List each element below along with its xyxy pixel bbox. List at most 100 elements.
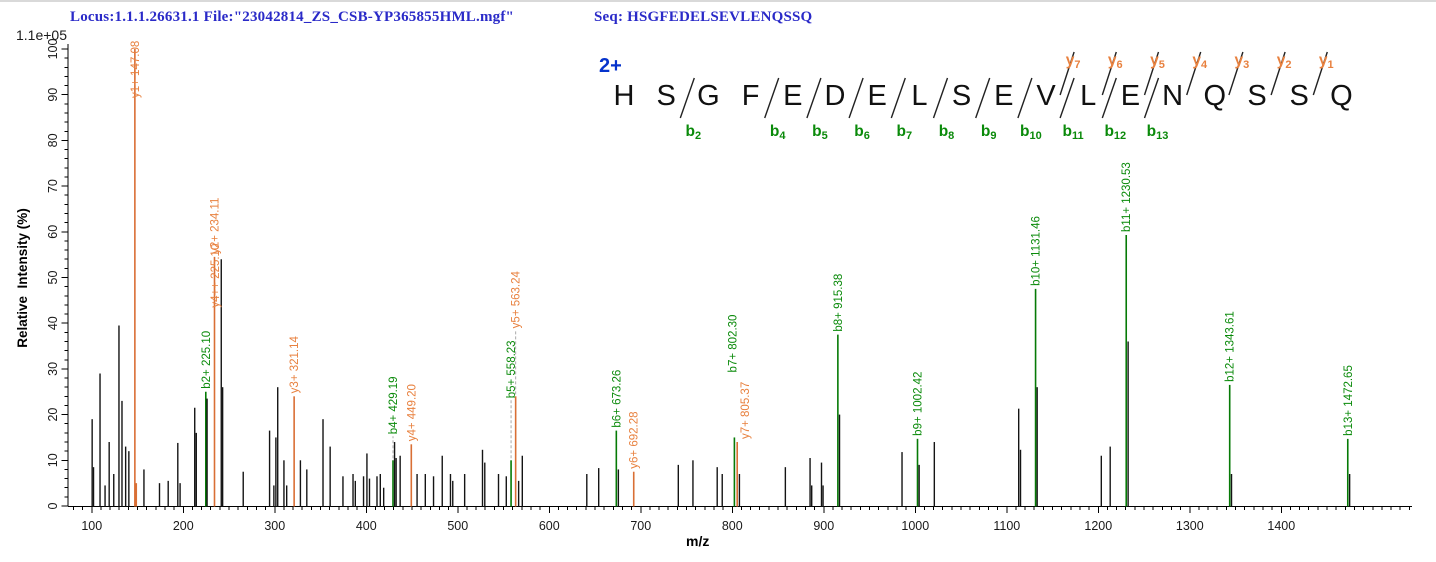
- x-tick-label: 800: [722, 519, 743, 533]
- y-cleavage-slash: [1186, 51, 1202, 96]
- peak-label: b10+ 1131.46: [1031, 216, 1043, 286]
- x-tick-label: 600: [539, 519, 560, 533]
- y-ion-label: y2: [1277, 52, 1292, 71]
- x-axis-title: m/z: [686, 533, 709, 549]
- peaks: [91, 49, 1351, 507]
- residue-letter: E: [868, 80, 887, 112]
- b-ion-label: b5: [812, 123, 828, 142]
- y-cleavage-slash: [1312, 51, 1328, 96]
- residue-letter: L: [1080, 80, 1096, 112]
- y-tick-label: 100: [46, 39, 60, 60]
- b-ion-label: b11: [1063, 123, 1084, 142]
- b-ion-label: b10: [1020, 123, 1042, 142]
- y-tick-label: 50: [46, 271, 60, 285]
- peak-label: y6+ 692.28: [629, 411, 641, 468]
- b-ion-label: b12: [1104, 123, 1126, 142]
- y-ion-label: y1: [1319, 52, 1334, 71]
- peptide-sequence-panel: H S G F E D E L S E V L E N Q S S Qb2 b4 b5 b6 b7 b8 b9 b10 b11 b1…: [614, 51, 1353, 142]
- y-ion-label: y4: [1192, 52, 1208, 71]
- peak-label: y4+ 449.20: [406, 384, 418, 441]
- peak-label: y7+ 805.37: [740, 382, 752, 439]
- y-tick-label: 10: [46, 453, 60, 467]
- residue-letter: S: [952, 80, 971, 112]
- x-tick-label: 1100: [993, 519, 1020, 533]
- b-cleavage-slash: [890, 77, 906, 119]
- residue-letter: E: [1121, 80, 1140, 112]
- b-cleavage-slash: [764, 77, 780, 119]
- b-cleavage-slash: [1017, 77, 1033, 119]
- peak-label: b4+ 429.19: [388, 376, 400, 434]
- residue-letter: E: [994, 80, 1013, 112]
- peak-label: b5+ 558.23: [506, 340, 518, 398]
- peak-label: y1+ 147.08: [130, 41, 142, 98]
- b-cleavage-slash: [1059, 77, 1075, 119]
- peak-label: b13+ 1472.65: [1343, 365, 1355, 436]
- y-cleavage-slash: [1101, 51, 1117, 96]
- x-tick-label: 1000: [901, 519, 929, 533]
- y-tick-label: 80: [46, 133, 60, 147]
- x-tick-label: 400: [356, 519, 377, 533]
- locus-file-text: Locus:1.1.1.26631.1 File:"23042814_ZS_CS…: [70, 9, 515, 25]
- x-tick-label: 700: [630, 519, 651, 533]
- residue-letter: S: [1247, 80, 1266, 112]
- y-cleavage-slash: [1270, 51, 1286, 96]
- y-tick-label: 20: [46, 408, 60, 422]
- residue-letter: F: [742, 80, 760, 112]
- sequence-header-text: Seq: HSGFEDELSEVLENQSSQ: [594, 9, 812, 26]
- residue-letter: E: [783, 80, 802, 112]
- y-tick-label: 0: [46, 502, 60, 509]
- y-tick-label: 60: [46, 225, 60, 239]
- x-tick-label: 1300: [1176, 519, 1204, 533]
- y-ion-label: y7: [1066, 52, 1081, 71]
- b-ion-label: b13: [1147, 123, 1169, 142]
- axes: 100 200 300 400 500 600 700 800 900 1000 1100 1200 1…: [46, 39, 1412, 533]
- b-ion-label: b8: [939, 123, 955, 142]
- b-cleavage-slash: [975, 77, 991, 119]
- residue-letter: S: [1290, 80, 1309, 112]
- residue-letter: S: [657, 80, 676, 112]
- b-cleavage-slash: [1101, 77, 1117, 119]
- seq-label: Seq:: [594, 9, 624, 25]
- residue-letter: N: [1162, 80, 1183, 112]
- peak-label: b8+ 915.38: [833, 274, 845, 332]
- x-tick-label: 200: [173, 519, 194, 533]
- b-cleavage-slash: [1143, 77, 1160, 119]
- x-tick-label: 300: [264, 519, 285, 533]
- peak-label: b12+ 1343.61: [1225, 311, 1237, 382]
- b-ion-label: b6: [854, 123, 870, 142]
- y-cleavage-slash: [1059, 51, 1075, 96]
- peak-label: y5+ 563.24: [511, 270, 523, 328]
- x-tick-label: 1400: [1267, 519, 1295, 533]
- y-axis-title: Relative Intensity (%): [15, 208, 30, 348]
- b-ion-label: b7: [897, 123, 913, 142]
- b-ion-label: b9: [981, 123, 997, 142]
- b-cleavage-slash: [679, 77, 695, 119]
- x-tick-label: 100: [81, 519, 102, 533]
- b-ion-label: b2: [686, 123, 702, 142]
- y-ion-label: y3: [1235, 52, 1250, 71]
- x-tick-label: 900: [813, 519, 834, 533]
- b-cleavage-slash: [848, 77, 864, 119]
- y-ion-label: y6: [1108, 52, 1123, 71]
- residue-letter: H: [614, 80, 635, 112]
- seq-value: HSGFEDELSEVLENQSSQ: [627, 9, 813, 25]
- residue-letter: Q: [1204, 80, 1227, 112]
- peak-label: b6+ 673.26: [611, 370, 623, 428]
- x-tick-label: 1200: [1084, 519, 1112, 533]
- y-tick-label: 30: [46, 362, 60, 376]
- peak-label: b9+ 1002.42: [913, 372, 925, 436]
- b-cleavage-slash: [806, 77, 822, 119]
- y-cleavage-slash: [1143, 51, 1160, 96]
- x-tick-label: 500: [447, 519, 468, 533]
- peak-label: b2+ 225.10: [201, 331, 213, 389]
- peak-label: y2+ 234.11: [210, 198, 222, 254]
- intensity-scale-label: 1.1e+05: [16, 27, 67, 43]
- y-tick-label: 90: [46, 88, 60, 102]
- peak-label: y3+ 321.14: [289, 335, 301, 393]
- residue-letter: D: [825, 80, 846, 112]
- b-cleavage-slash: [932, 77, 949, 119]
- peak-label: y4++ 225.10: [210, 244, 222, 308]
